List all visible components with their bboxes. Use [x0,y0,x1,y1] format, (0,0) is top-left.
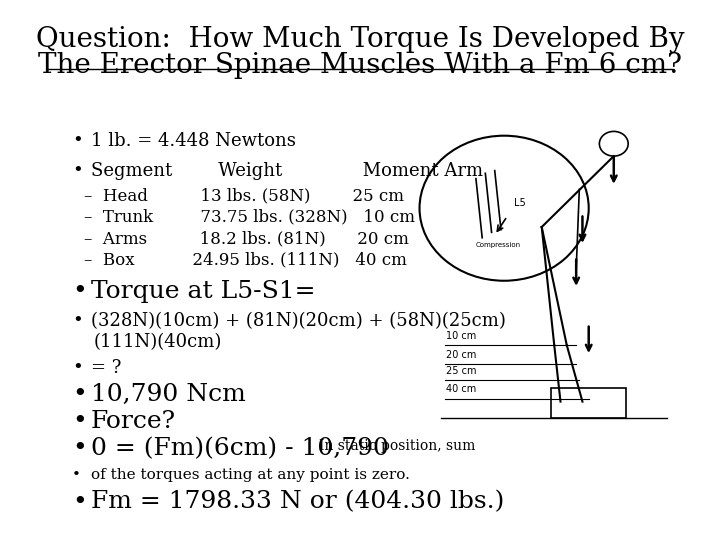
FancyBboxPatch shape [551,388,626,418]
Circle shape [420,136,589,281]
Text: 10 cm: 10 cm [446,331,477,341]
Text: •: • [72,280,86,303]
Text: •: • [72,437,86,460]
Text: Torque at L5-S1=: Torque at L5-S1= [91,280,315,303]
Text: 25 cm: 25 cm [446,366,477,376]
Text: 10,790 Ncm: 10,790 Ncm [91,383,246,406]
Text: L5: L5 [513,198,526,208]
Text: Fm = 1798.33 N or (404.30 lbs.): Fm = 1798.33 N or (404.30 lbs.) [91,490,504,514]
Text: Force?: Force? [91,410,176,433]
Text: (111N)(40cm): (111N)(40cm) [94,334,222,352]
Text: –  Head          13 lbs. (58N)        25 cm: – Head 13 lbs. (58N) 25 cm [84,187,405,204]
Text: •: • [72,468,81,482]
Text: •: • [72,490,86,514]
Text: –  Box           24.95 lbs. (111N)   40 cm: – Box 24.95 lbs. (111N) 40 cm [84,252,408,269]
Text: •: • [72,410,86,433]
Text: •: • [72,132,83,150]
Text: 20 cm: 20 cm [446,349,477,360]
Text: 40 cm: 40 cm [446,384,477,395]
Text: –  Trunk         73.75 lbs. (328N)   10 cm: – Trunk 73.75 lbs. (328N) 10 cm [84,209,415,226]
Text: 1 lb. = 4.448 Newtons: 1 lb. = 4.448 Newtons [91,132,295,150]
Text: 0 = (Fm)(6cm) - 10,790: 0 = (Fm)(6cm) - 10,790 [91,437,388,460]
Text: •: • [72,312,83,330]
Text: The Erector Spinae Muscles With a Fm 6 cm?: The Erector Spinae Muscles With a Fm 6 c… [38,52,682,79]
Text: •: • [72,359,83,377]
Text: (328N)(10cm) + (81N)(20cm) + (58N)(25cm): (328N)(10cm) + (81N)(20cm) + (58N)(25cm) [91,312,505,330]
Text: Compression: Compression [475,242,521,248]
Text: •: • [72,383,86,406]
Text: of the torques acting at any point is zero.: of the torques acting at any point is ze… [91,468,410,482]
Text: Segment        Weight              Moment Arm: Segment Weight Moment Arm [91,161,482,180]
Text: In static position, sum: In static position, sum [319,438,476,453]
Circle shape [599,131,628,156]
Text: = ?: = ? [91,359,121,377]
Text: •: • [72,161,83,180]
Text: –  Arms          18.2 lbs. (81N)      20 cm: – Arms 18.2 lbs. (81N) 20 cm [84,231,409,247]
Text: Question:  How Much Torque Is Developed By: Question: How Much Torque Is Developed B… [36,25,684,52]
